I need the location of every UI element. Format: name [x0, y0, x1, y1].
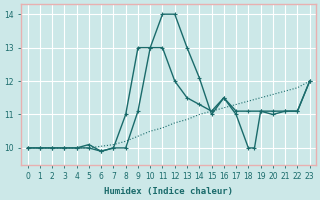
X-axis label: Humidex (Indice chaleur): Humidex (Indice chaleur)	[104, 187, 233, 196]
